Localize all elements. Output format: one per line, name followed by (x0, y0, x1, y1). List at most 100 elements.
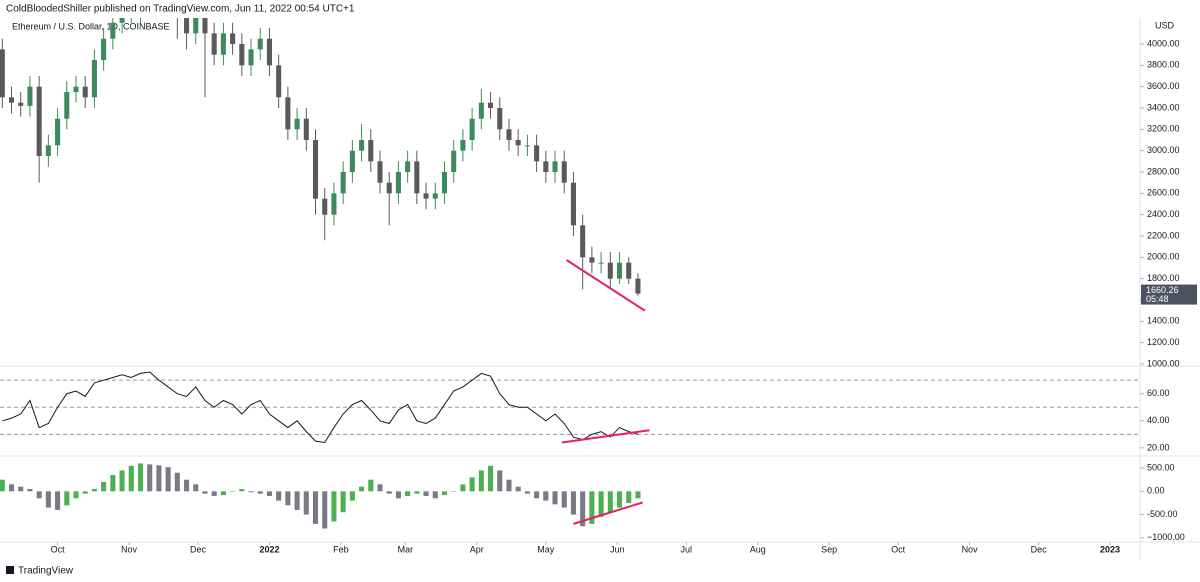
candle-body (423, 193, 429, 199)
y-tick-label: 2000.00 (1147, 252, 1180, 262)
candle-body (211, 33, 217, 55)
histogram-bar (607, 491, 613, 513)
candle-body (0, 49, 5, 98)
histogram-bar (534, 491, 540, 499)
candle-body (340, 172, 346, 194)
candle-body (220, 33, 226, 55)
x-tick-label: Feb (333, 544, 349, 554)
y-tick-label: 1400.00 (1147, 316, 1180, 326)
x-tick-label: Jun (610, 544, 625, 554)
last-price-time: 05:48 (1146, 294, 1169, 304)
histogram-bar (340, 491, 346, 513)
x-tick-label: Oct (891, 544, 906, 554)
candle-body (55, 118, 61, 146)
histogram-bar (488, 465, 494, 492)
x-tick-label: Mar (398, 544, 414, 554)
histogram-bar (220, 491, 226, 496)
candle-body (359, 140, 365, 151)
histogram-bar (110, 475, 116, 492)
panel (0, 463, 643, 529)
histogram-bar (405, 491, 411, 496)
histogram-bar (543, 491, 549, 501)
candle-body (377, 161, 383, 183)
x-tick-label: Dec (1031, 544, 1048, 554)
histogram-bar (18, 486, 24, 492)
candle-body (405, 161, 411, 173)
candle-body (561, 161, 567, 183)
histogram-bar (294, 491, 300, 510)
histogram-bar (395, 491, 401, 499)
candle-body (395, 172, 401, 194)
y-tick-label: 1800.00 (1147, 273, 1180, 283)
candle-body (598, 262, 604, 264)
y-tick-label: 4000.00 (1147, 38, 1180, 48)
candle-body (230, 33, 236, 45)
rsi-line (2, 371, 639, 444)
candle-body (469, 118, 475, 141)
y-tick-label: 1200.00 (1147, 337, 1180, 347)
candle-body (524, 145, 530, 147)
histogram-bar (276, 491, 282, 501)
y-tick-label: 3800.00 (1147, 60, 1180, 70)
candle-body (45, 145, 51, 157)
candle-body (276, 65, 282, 98)
y-tick-label: 60.00 (1147, 388, 1170, 398)
candle-body (248, 49, 254, 66)
x-tick-label: 2023 (1100, 544, 1120, 554)
candle-body (303, 118, 309, 141)
histogram-bar (55, 491, 61, 510)
candle-body (626, 262, 632, 279)
candle-body (64, 92, 70, 119)
candle-body (534, 145, 540, 162)
x-tick-label: Aug (750, 544, 766, 554)
candle-body (82, 86, 88, 98)
histogram-bar (589, 491, 595, 524)
histogram-bar (580, 491, 586, 527)
candle-body (635, 278, 641, 294)
x-tick-label: Oct (51, 544, 66, 554)
histogram-bar (257, 491, 263, 494)
candle-body (239, 44, 245, 66)
trendline (561, 429, 650, 444)
candle-body (386, 182, 392, 194)
histogram-bar (616, 491, 623, 508)
candle-body (331, 193, 337, 215)
histogram-bar (359, 486, 365, 492)
candle-body (589, 257, 595, 263)
y-tick-label: 0.00 (1147, 486, 1165, 496)
histogram-bar (91, 489, 97, 492)
y-tick-label: 500.00 (1147, 462, 1175, 472)
y-tick-label: 2200.00 (1147, 230, 1180, 240)
footer: TradingView (18, 566, 74, 577)
candle-body (414, 161, 420, 194)
histogram-bar (312, 491, 319, 524)
histogram-bar (266, 491, 272, 496)
candle-body (8, 97, 15, 103)
histogram-bar (193, 484, 199, 492)
candle-body (451, 150, 457, 173)
histogram-bar (165, 467, 171, 492)
x-tick-label: May (537, 544, 555, 554)
histogram-bar (156, 465, 162, 492)
histogram-bar (211, 491, 217, 496)
histogram-bar (119, 470, 125, 492)
histogram-bar (570, 491, 576, 515)
candle-body (193, 18, 199, 34)
histogram-bar (368, 479, 374, 492)
candle-body (543, 161, 549, 173)
y-tick-label: 2400.00 (1147, 209, 1180, 219)
histogram-bar (36, 491, 42, 499)
histogram-bar (506, 479, 512, 492)
histogram-bar (331, 491, 337, 522)
y-tick-label: 3600.00 (1147, 81, 1180, 91)
histogram-bar (303, 491, 309, 515)
histogram-bar (598, 491, 604, 517)
histogram-bar (451, 491, 457, 492)
candle-body (266, 38, 272, 66)
candle-body (257, 38, 263, 50)
histogram-bar (147, 464, 153, 492)
histogram-bar (386, 491, 392, 494)
histogram-bar (285, 491, 291, 506)
histogram-bar (45, 491, 51, 508)
